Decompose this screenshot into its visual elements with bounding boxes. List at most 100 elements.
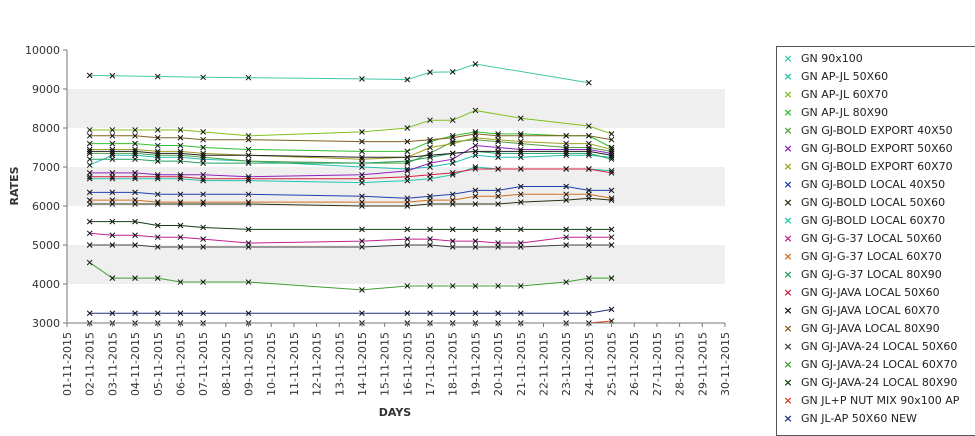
- data-point: [449, 283, 456, 289]
- data-point: [177, 222, 184, 229]
- legend-marker: ×: [783, 214, 793, 227]
- data-point: [563, 132, 570, 139]
- data-point: [200, 160, 206, 166]
- data-point: [86, 259, 93, 266]
- data-point: [245, 74, 252, 81]
- data-point: [177, 244, 184, 250]
- data-point: [109, 197, 116, 204]
- data-point: [359, 199, 365, 205]
- data-point: [427, 69, 433, 76]
- data-point: [109, 242, 116, 248]
- data-point: [608, 187, 615, 194]
- data-point: [563, 191, 570, 198]
- data-point: [586, 234, 592, 241]
- x-tick-label: 26-11-2015: [628, 332, 641, 396]
- data-point: [86, 140, 93, 147]
- data-point: [109, 232, 116, 239]
- data-point: [449, 134, 456, 141]
- legend-marker: ×: [783, 376, 793, 389]
- data-point: [586, 132, 592, 139]
- legend-marker: ×: [783, 70, 793, 83]
- data-point: [427, 152, 433, 159]
- data-point: [495, 201, 501, 207]
- data-point: [427, 226, 433, 233]
- legend-label: GN GJ-G-37 LOCAL 60X70: [801, 250, 942, 263]
- data-point: [608, 275, 615, 282]
- data-point: [86, 127, 93, 133]
- data-point: [86, 156, 93, 163]
- data-point: [517, 148, 524, 155]
- data-point: [563, 279, 570, 285]
- data-point: [586, 226, 592, 233]
- data-point: [245, 191, 252, 198]
- series-line: [89, 63, 589, 84]
- x-tick-label: 29-11-2015: [696, 332, 709, 396]
- data-point: [200, 279, 206, 285]
- data-point: [563, 242, 570, 248]
- data-point: [449, 150, 456, 157]
- legend-marker: ×: [783, 196, 793, 209]
- x-tick-label: 27-11-2015: [651, 332, 664, 396]
- data-point: [517, 244, 524, 250]
- legend-label: GN GJ-JAVA-24 LOCAL 50X60: [801, 340, 958, 353]
- data-point: [427, 242, 433, 248]
- data-point: [449, 117, 456, 124]
- data-point: [132, 127, 138, 133]
- data-point: [154, 191, 161, 198]
- data-point: [472, 244, 479, 250]
- data-point: [586, 310, 592, 317]
- x-tick-label: 03-11-2015: [106, 332, 119, 396]
- data-point: [563, 148, 570, 155]
- data-point: [472, 130, 479, 137]
- data-point: [404, 199, 411, 205]
- data-point: [86, 173, 93, 180]
- data-point: [154, 150, 161, 157]
- data-point: [449, 197, 456, 204]
- data-point: [200, 144, 206, 151]
- y-tick-label: 4000: [32, 278, 60, 291]
- series: [86, 318, 615, 326]
- data-point: [245, 160, 252, 166]
- data-point: [200, 175, 206, 182]
- legend-marker: ×: [783, 52, 793, 65]
- series: [86, 218, 615, 233]
- series-line: [89, 232, 612, 244]
- data-point: [132, 173, 138, 180]
- data-point: [472, 142, 479, 149]
- data-point: [472, 148, 479, 155]
- x-tick-label: 28-11-2015: [674, 332, 687, 396]
- data-point: [563, 234, 570, 241]
- legend-marker: ×: [783, 322, 793, 335]
- x-tick-label: 02-11-2015: [84, 332, 97, 396]
- data-point: [472, 201, 479, 207]
- legend-label: GN GJ-BOLD EXPORT 60X70: [801, 160, 953, 173]
- legend-marker: ×: [783, 160, 793, 173]
- legend-marker: ×: [783, 340, 793, 353]
- data-point: [245, 136, 252, 143]
- data-point: [154, 142, 161, 149]
- grid-band: [67, 167, 725, 206]
- legend-marker: ×: [783, 412, 793, 425]
- series: [86, 129, 615, 155]
- data-point: [132, 189, 138, 196]
- chart-axes: 3000 4000 5000 6000 7000 8000 9000 10000 01-11-2…: [25, 44, 732, 396]
- legend-marker: ×: [783, 88, 793, 101]
- data-point: [404, 173, 411, 180]
- data-point: [245, 244, 252, 250]
- data-point: [495, 148, 501, 155]
- data-point: [132, 232, 138, 239]
- data-point: [563, 197, 570, 204]
- data-point: [517, 199, 524, 205]
- x-tick-label: 30-11-2015: [719, 332, 732, 396]
- legend-label: GN JL-AP 50X60 NEW: [801, 412, 917, 425]
- x-tick-label: 12-11-2015: [311, 332, 324, 396]
- data-point: [495, 310, 501, 317]
- data-point: [132, 197, 138, 204]
- data-point: [245, 175, 252, 182]
- data-point: [472, 193, 479, 200]
- data-point: [472, 310, 479, 317]
- data-point: [200, 191, 206, 198]
- y-tick-label: 10000: [25, 44, 60, 57]
- data-point: [449, 226, 456, 233]
